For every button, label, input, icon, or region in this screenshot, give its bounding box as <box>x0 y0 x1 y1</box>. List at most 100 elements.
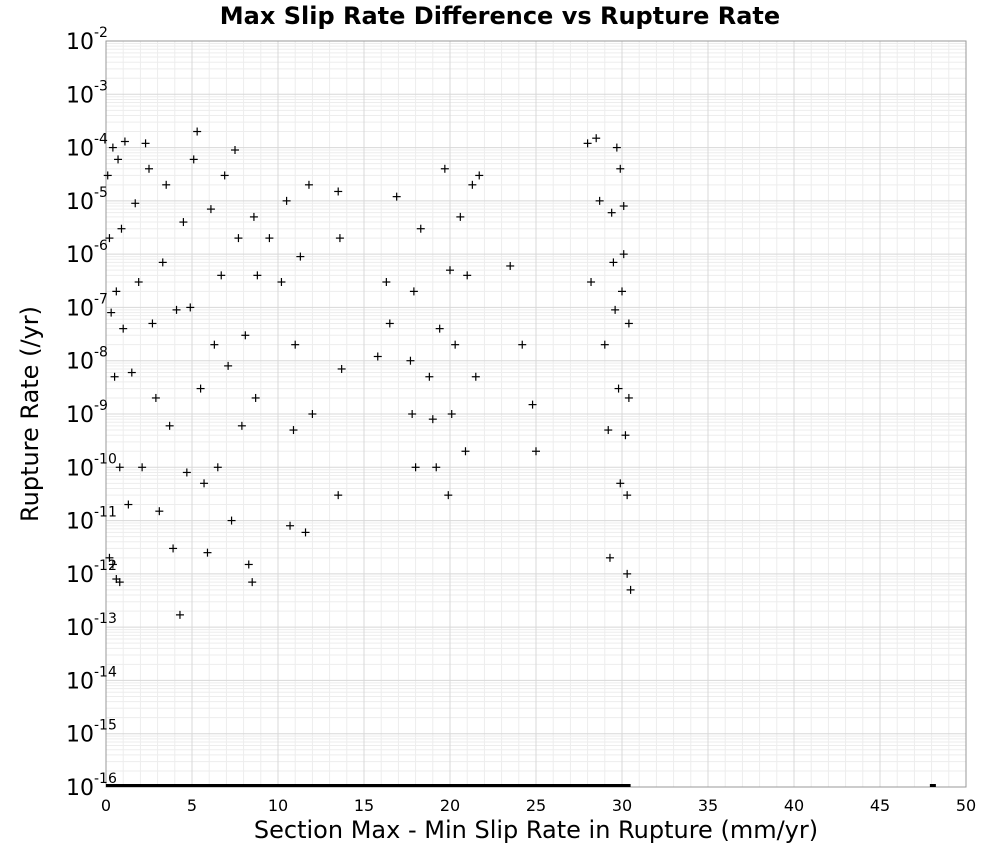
data-point <box>451 340 460 349</box>
y-tick-exponent: -4 <box>94 132 108 148</box>
data-point <box>619 250 628 259</box>
data-point <box>528 400 537 409</box>
data-point <box>127 368 136 377</box>
data-point <box>425 372 434 381</box>
y-tick-exponent: -15 <box>94 718 117 734</box>
data-point <box>169 544 178 553</box>
data-point <box>587 278 596 287</box>
data-point <box>179 218 188 227</box>
data-point <box>334 491 343 500</box>
data-point <box>120 137 129 146</box>
data-point <box>618 287 626 296</box>
data-point <box>193 127 202 136</box>
data-point <box>110 372 119 381</box>
data-point <box>337 364 346 373</box>
data-point <box>583 139 592 148</box>
data-point <box>277 278 286 287</box>
data-point <box>189 155 198 164</box>
data-point <box>151 393 160 402</box>
data-points <box>103 127 635 619</box>
data-point <box>444 491 453 500</box>
y-tick-exponent: -3 <box>94 78 108 94</box>
data-point <box>468 180 477 189</box>
data-point <box>114 155 123 164</box>
data-point <box>200 479 209 488</box>
x-tick-label: 10 <box>268 796 288 815</box>
data-point <box>595 196 604 205</box>
data-point <box>532 447 540 456</box>
data-point <box>624 319 633 328</box>
data-point <box>234 234 243 243</box>
data-point <box>435 324 444 333</box>
data-point <box>253 271 262 280</box>
data-point <box>134 278 143 287</box>
data-point <box>186 303 195 312</box>
data-point <box>182 468 191 477</box>
data-point <box>592 134 601 143</box>
data-point <box>411 463 420 472</box>
data-point <box>162 180 171 189</box>
data-point <box>373 352 382 361</box>
data-point <box>105 553 114 562</box>
y-tick-label: 10-4 <box>66 132 108 162</box>
data-point <box>623 491 632 500</box>
data-point <box>217 271 226 280</box>
y-tick-label: 10-14 <box>66 664 117 694</box>
y-tick-label: 10-15 <box>66 718 117 748</box>
x-tick-label: 45 <box>870 796 890 815</box>
y-tick-label: 10-12 <box>66 558 117 588</box>
data-point <box>506 261 515 270</box>
floor-baseline <box>106 784 936 787</box>
data-point <box>224 361 233 370</box>
y-tick-label: 10-3 <box>66 78 108 108</box>
data-point <box>115 578 124 587</box>
data-point <box>408 410 417 418</box>
data-point <box>155 507 164 516</box>
data-point <box>416 224 425 233</box>
y-tick-exponent: -11 <box>94 505 117 521</box>
x-tick-label: 5 <box>187 796 197 815</box>
data-point <box>291 340 300 349</box>
y-tick-label: 10-6 <box>66 238 108 268</box>
data-point <box>107 308 116 317</box>
data-point <box>518 340 527 349</box>
y-tick-labels: 10-2 10-3 10-4 10-5 10-6 10-7 10-8 10-9 10-10 10-… <box>66 25 117 801</box>
data-point <box>220 171 229 180</box>
data-point <box>108 143 117 152</box>
data-point <box>251 393 260 402</box>
data-point <box>604 426 613 435</box>
data-point <box>282 196 291 205</box>
data-point <box>614 384 623 393</box>
data-point <box>471 372 480 381</box>
y-tick-exponent: -10 <box>94 451 117 467</box>
data-point <box>304 180 313 189</box>
data-point <box>227 516 236 525</box>
data-point <box>249 212 258 221</box>
data-point <box>616 479 625 488</box>
data-point <box>432 463 441 472</box>
data-point <box>382 278 391 287</box>
x-tick-label: 0 <box>101 796 111 815</box>
data-point <box>210 340 219 349</box>
floor-point-band <box>929 784 936 787</box>
data-point <box>612 143 621 152</box>
chart-title: Max Slip Rate Difference vs Rupture Rate <box>219 2 781 30</box>
data-point <box>196 384 205 393</box>
y-tick-label: 10-9 <box>66 398 108 428</box>
data-point <box>265 234 274 243</box>
y-tick-label: 10-5 <box>66 185 108 215</box>
data-point <box>108 560 117 569</box>
x-tick-label: 15 <box>354 796 374 815</box>
data-point <box>286 521 295 530</box>
data-point <box>626 585 635 594</box>
data-point <box>105 234 114 243</box>
x-tick-label: 50 <box>956 796 976 815</box>
data-point <box>165 421 174 430</box>
data-point <box>203 548 212 557</box>
data-point <box>335 234 344 243</box>
data-point <box>117 224 126 233</box>
y-tick-exponent: -6 <box>94 238 108 254</box>
data-point <box>607 208 616 217</box>
data-point <box>609 258 618 267</box>
data-point <box>621 431 630 440</box>
